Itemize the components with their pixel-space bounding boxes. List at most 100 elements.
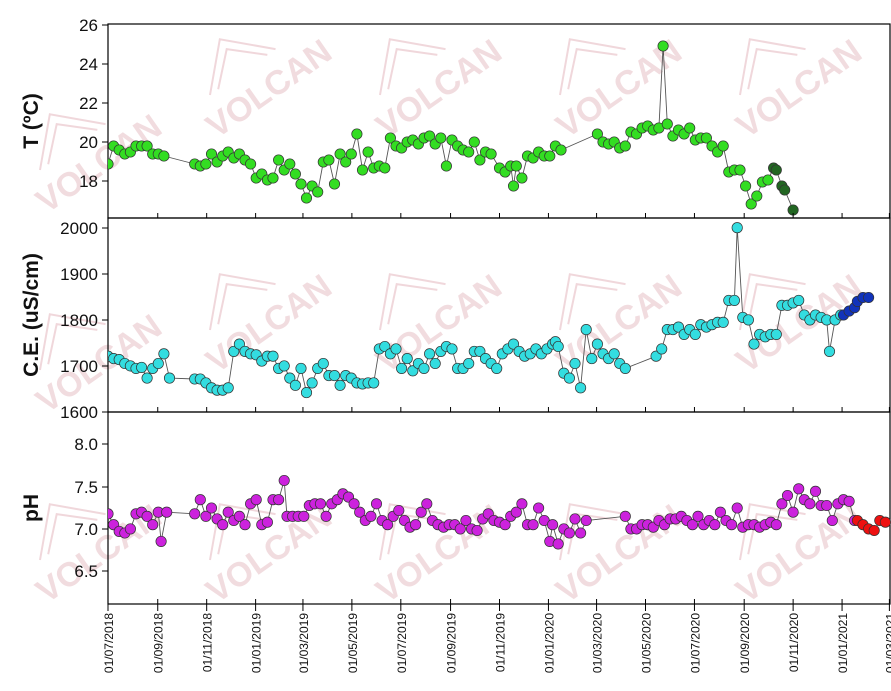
data-point: [314, 498, 327, 510]
data-point: [575, 527, 587, 539]
data-point: [717, 316, 729, 328]
x-tick-label: 01/01/2021: [836, 613, 850, 673]
data-point: [298, 510, 310, 522]
data-point: [742, 314, 754, 326]
watermark-logo: VOLCAN: [369, 32, 508, 145]
data-point: [278, 474, 290, 487]
data-point: [401, 353, 413, 365]
data-point: [591, 128, 603, 140]
data-point: [205, 502, 218, 514]
data-point: [751, 190, 763, 202]
watermark-text: VOLCAN: [29, 307, 168, 420]
data-point: [245, 158, 257, 170]
data-point: [692, 510, 704, 522]
data-point: [424, 348, 436, 360]
data-point: [312, 186, 324, 198]
data-point: [731, 502, 743, 514]
data-point: [468, 136, 480, 148]
data-point: [656, 343, 668, 355]
y-axis-label: pH: [20, 494, 43, 522]
data-point: [250, 494, 262, 506]
data-point: [709, 519, 721, 531]
data-point: [356, 164, 369, 176]
x-tick-label: 01/03/2019: [297, 613, 311, 673]
data-point: [728, 294, 740, 306]
data-point: [619, 140, 631, 152]
data-point: [516, 172, 528, 184]
data-point: [657, 40, 669, 52]
data-point: [273, 494, 285, 506]
y-tick-label: 8.0: [74, 435, 98, 454]
x-tick-label: 01/07/2018: [102, 613, 116, 673]
data-point: [804, 498, 816, 510]
panel-2: 1600 1700 1800 1900 2000 C.E. (uS/cm): [20, 217, 891, 422]
data-point: [158, 348, 170, 360]
data-point: [396, 362, 408, 374]
data-point: [334, 379, 346, 391]
data-point: [289, 168, 301, 180]
data-point: [781, 489, 794, 502]
series-2: [851, 514, 891, 537]
data-point: [365, 510, 377, 522]
data-point: [686, 519, 699, 531]
data-point: [586, 353, 598, 365]
data-point: [306, 377, 318, 389]
data-point: [158, 150, 170, 162]
data-point: [390, 343, 402, 355]
data-point: [228, 345, 240, 357]
shared-x-axis: 01/07/2018 01/09/2018 01/11/2018 01/01/2019…: [102, 604, 891, 673]
data-point: [552, 340, 564, 353]
data-point: [863, 291, 875, 304]
watermark-text: VOLCAN: [729, 497, 868, 610]
data-point: [379, 162, 391, 174]
data-point: [194, 494, 206, 506]
x-tick-label: 01/07/2020: [688, 613, 702, 673]
data-point: [547, 519, 559, 531]
data-point: [823, 345, 836, 357]
data-point: [700, 132, 712, 144]
y-tick-label: 2000: [60, 219, 98, 238]
data-point: [661, 118, 673, 130]
x-tick-label: 01/09/2019: [445, 613, 459, 673]
data-point: [463, 146, 475, 158]
data-point: [748, 338, 760, 350]
x-tick-label: 01/07/2019: [395, 613, 409, 673]
data-point: [580, 324, 592, 336]
data-point: [136, 361, 148, 373]
data-point: [770, 164, 782, 176]
data-point: [435, 132, 447, 144]
data-point: [491, 362, 503, 374]
data-point: [393, 504, 405, 517]
y-tick-label: 20: [79, 133, 98, 152]
watermark-text: VOLCAN: [729, 32, 868, 145]
x-tick-label: 01/03/2020: [591, 613, 605, 673]
data-point: [200, 158, 212, 170]
data-point: [446, 343, 458, 355]
data-point: [563, 527, 575, 539]
watermark-logo: VOLCAN: [549, 497, 688, 610]
data-point: [300, 387, 313, 399]
data-point: [382, 519, 394, 531]
series-2: [768, 162, 799, 216]
x-tick-label: 01/01/2020: [542, 613, 556, 673]
x-tick-label: 01/11/2018: [201, 613, 215, 672]
data-point: [793, 294, 805, 306]
data-point: [499, 519, 511, 531]
data-point: [217, 519, 229, 531]
y-tick-label: 22: [79, 94, 98, 113]
data-point: [770, 328, 782, 340]
data-point: [222, 506, 234, 518]
data-point: [731, 222, 743, 234]
data-point: [591, 338, 603, 350]
data-point: [714, 506, 726, 518]
x-tick-label: 01/05/2019: [346, 613, 360, 673]
data-point: [141, 510, 153, 522]
data-point: [418, 362, 430, 374]
y-tick-label: 7.0: [74, 520, 98, 539]
data-point: [370, 498, 383, 510]
x-tick-label: 01/05/2020: [640, 613, 654, 673]
data-point: [163, 372, 176, 384]
data-point: [334, 148, 346, 160]
data-point: [323, 154, 335, 166]
watermark-logo: VOLCAN: [729, 497, 868, 610]
